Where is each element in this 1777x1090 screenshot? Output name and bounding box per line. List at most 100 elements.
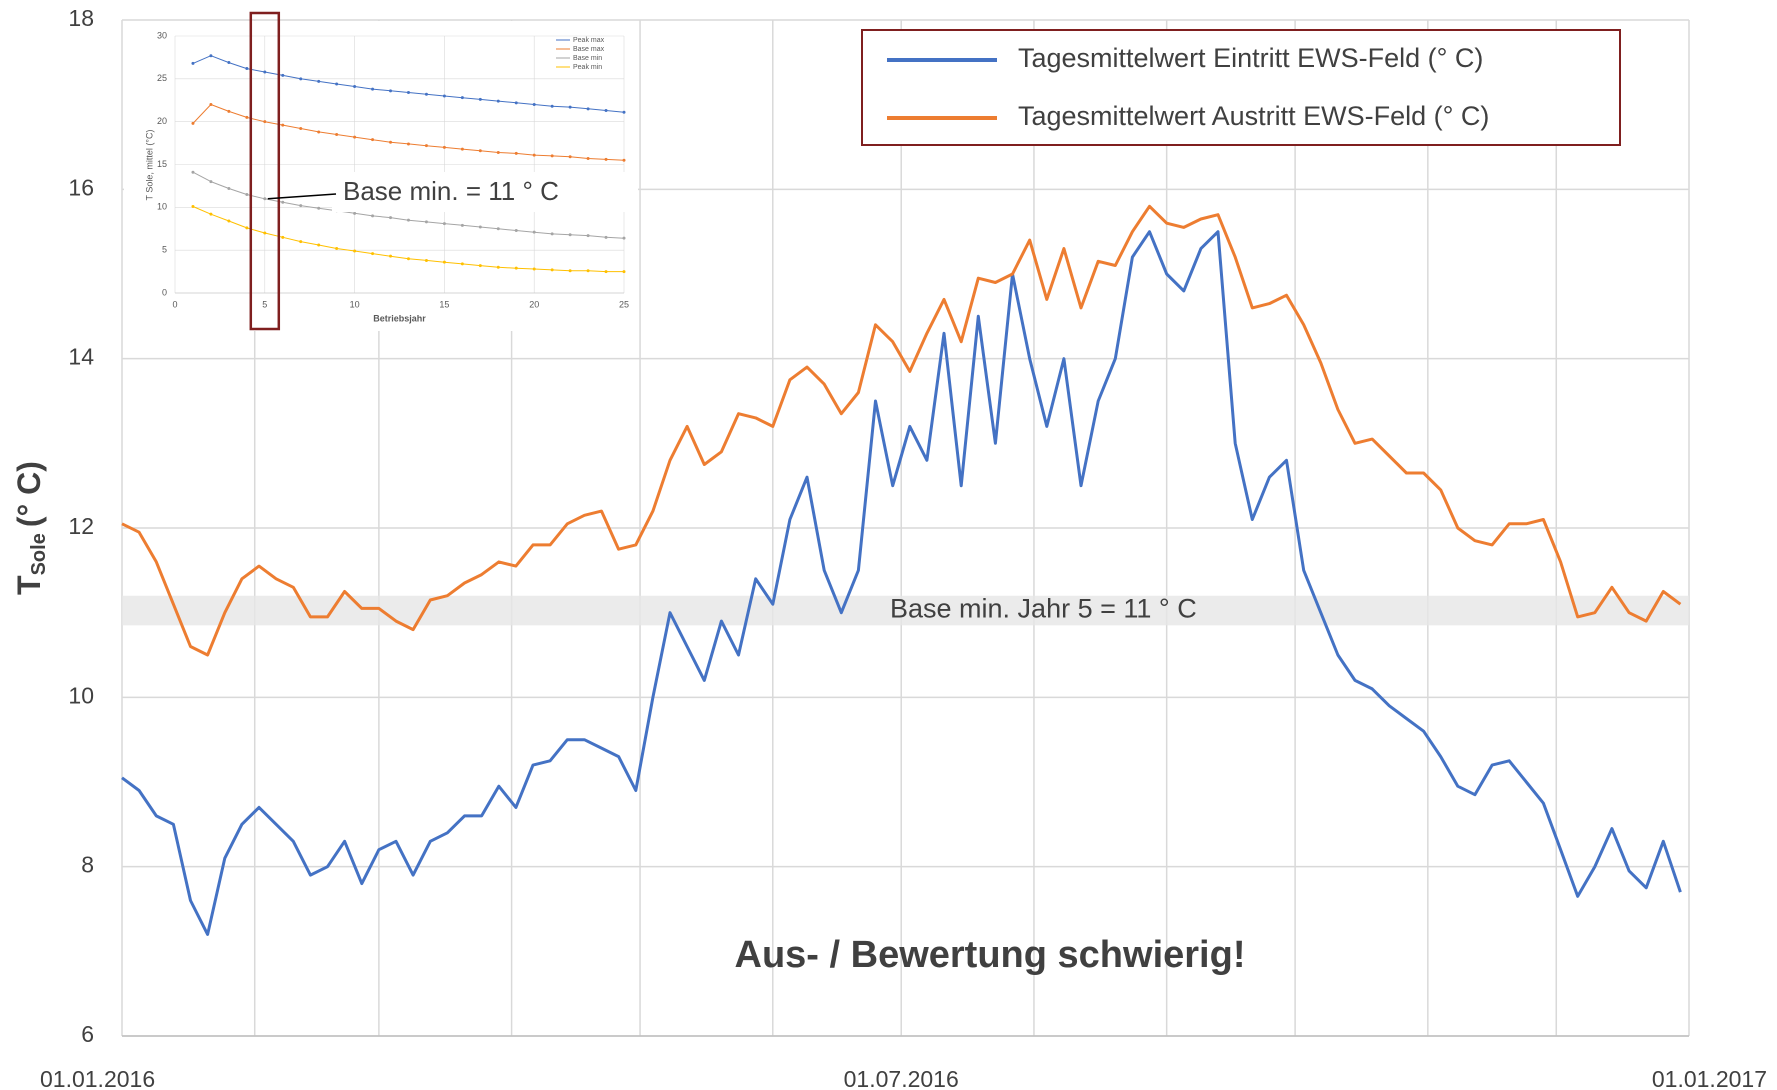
x-tick-label: 15 <box>439 299 449 309</box>
series-line <box>121 204 1682 657</box>
series-marker <box>209 212 213 216</box>
annotation-box <box>332 172 627 212</box>
series-marker <box>460 223 464 227</box>
series-marker <box>227 186 231 190</box>
legend-box <box>861 29 1621 146</box>
series-marker <box>460 96 464 100</box>
inset-annotation: Base min. = 11 ° C <box>343 176 559 206</box>
series-marker <box>227 109 231 113</box>
series-marker <box>442 145 446 149</box>
series-marker <box>227 61 231 65</box>
series-marker <box>604 235 608 239</box>
series-marker <box>209 103 213 107</box>
series-marker <box>424 258 428 262</box>
series-marker <box>496 265 500 269</box>
x-tick-label: 01.01.2017 <box>1652 1066 1767 1090</box>
y-tick-label: 25 <box>157 73 167 83</box>
series-line <box>121 230 1682 936</box>
series-marker <box>622 110 626 114</box>
y-tick-label: 5 <box>162 245 167 255</box>
series-marker <box>299 204 303 208</box>
series-marker <box>532 267 536 271</box>
x-tick-label: 5 <box>262 299 267 309</box>
band-label: Base min. Jahr 5 = 11 ° C <box>890 594 1197 624</box>
series-marker <box>550 268 554 272</box>
y-axis-label: TSole (° C) <box>11 461 50 595</box>
series-marker <box>191 170 195 174</box>
inset-y-label: T Sole, mittel (°C) <box>144 130 154 201</box>
series-marker <box>389 140 393 144</box>
series-marker <box>604 109 608 113</box>
series-marker <box>371 214 375 218</box>
inset-x-label: Betriebsjahr <box>373 313 426 323</box>
series-marker <box>191 121 195 125</box>
x-tick-label: 01.07.2016 <box>844 1066 959 1090</box>
series-marker <box>281 73 285 77</box>
annotation: Aus- / Bewertung schwierig! <box>735 934 1246 976</box>
series-marker <box>263 231 267 235</box>
y-tick-label: 8 <box>81 852 94 878</box>
x-tick-label: 20 <box>529 299 539 309</box>
series-marker <box>550 154 554 158</box>
legend-label: Tagesmittelwert Eintritt EWS-Feld (° C) <box>1018 43 1483 73</box>
series-marker <box>406 142 410 146</box>
series-marker <box>442 260 446 264</box>
series-marker <box>263 70 267 74</box>
series-marker <box>245 115 249 119</box>
series-marker <box>460 147 464 151</box>
series-marker <box>317 243 321 247</box>
series-marker <box>532 103 536 107</box>
series-marker <box>389 89 393 93</box>
series-marker <box>263 120 267 124</box>
series-marker <box>568 269 572 273</box>
series-marker <box>406 91 410 95</box>
x-tick-label: 25 <box>619 299 629 309</box>
series-marker <box>371 87 375 91</box>
series-marker <box>550 104 554 108</box>
series-marker <box>586 269 590 273</box>
series-marker <box>299 127 303 131</box>
series-marker <box>622 158 626 162</box>
series-marker <box>514 228 518 232</box>
series-marker <box>227 219 231 223</box>
series-marker <box>406 218 410 222</box>
x-tick-label: 10 <box>350 299 360 309</box>
y-axis-label-part: Sole <box>28 533 50 575</box>
series-marker <box>532 153 536 157</box>
series-marker <box>424 92 428 96</box>
inset-legend-label: Base min <box>573 55 602 62</box>
series-marker <box>478 225 482 229</box>
series-marker <box>353 135 357 139</box>
series-marker <box>353 249 357 253</box>
series-marker <box>335 133 339 137</box>
series-marker <box>496 227 500 231</box>
series-marker <box>245 67 249 71</box>
series-marker <box>514 101 518 105</box>
x-tick-label: 0 <box>172 299 177 309</box>
series-marker <box>371 138 375 142</box>
y-tick-label: 16 <box>68 174 94 200</box>
series-marker <box>263 197 267 201</box>
series-marker <box>514 151 518 155</box>
y-tick-label: 14 <box>68 344 94 370</box>
series-marker <box>568 105 572 109</box>
y-tick-label: 12 <box>68 513 94 539</box>
y-axis-label-part: T <box>11 575 47 595</box>
series-marker <box>245 192 249 196</box>
y-tick-label: 10 <box>68 682 94 708</box>
series-marker <box>353 211 357 215</box>
inset-legend-label: Peak min <box>573 64 602 71</box>
series-marker <box>442 222 446 226</box>
series-marker <box>478 264 482 268</box>
series-marker <box>389 254 393 258</box>
series-marker <box>317 206 321 210</box>
series-marker <box>281 123 285 127</box>
y-tick-label: 30 <box>157 30 167 40</box>
legend-label: Tagesmittelwert Austritt EWS-Feld (° C) <box>1018 101 1489 131</box>
series-marker <box>335 82 339 86</box>
series-marker <box>245 226 249 230</box>
series-marker <box>424 144 428 148</box>
series-marker <box>389 216 393 220</box>
series-marker <box>532 230 536 234</box>
